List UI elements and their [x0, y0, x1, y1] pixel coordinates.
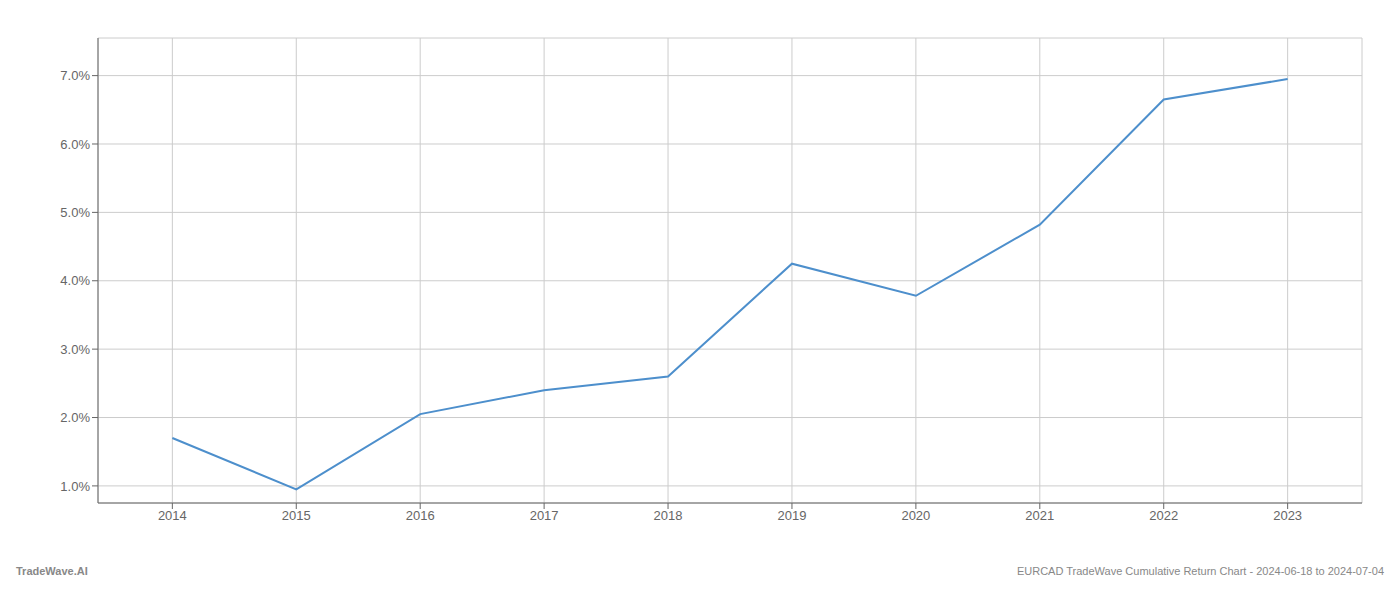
html-text:EURCAD TradeWave Cumulative Re: EURCAD TradeWave Cumulative Return Chart…: [1017, 565, 1384, 577]
svg-text:6.0%: 6.0%: [60, 137, 90, 152]
svg-text:2022: 2022: [1149, 508, 1178, 523]
svg-text:5.0%: 5.0%: [60, 205, 90, 220]
svg-text:2015: 2015: [282, 508, 311, 523]
svg-text:2021: 2021: [1025, 508, 1054, 523]
svg-text:2016: 2016: [406, 508, 435, 523]
svg-text:2018: 2018: [654, 508, 683, 523]
svg-text:2014: 2014: [158, 508, 187, 523]
svg-text:2.0%: 2.0%: [60, 410, 90, 425]
svg-text:3.0%: 3.0%: [60, 342, 90, 357]
svg-text:7.0%: 7.0%: [60, 68, 90, 83]
svg-text:1.0%: 1.0%: [60, 479, 90, 494]
html-text:TradeWave.AI: TradeWave.AI: [16, 565, 88, 577]
svg-text:2020: 2020: [901, 508, 930, 523]
svg-text:2023: 2023: [1273, 508, 1302, 523]
svg-text:4.0%: 4.0%: [60, 273, 90, 288]
svg-text:2019: 2019: [777, 508, 806, 523]
svg-text:2017: 2017: [530, 508, 559, 523]
